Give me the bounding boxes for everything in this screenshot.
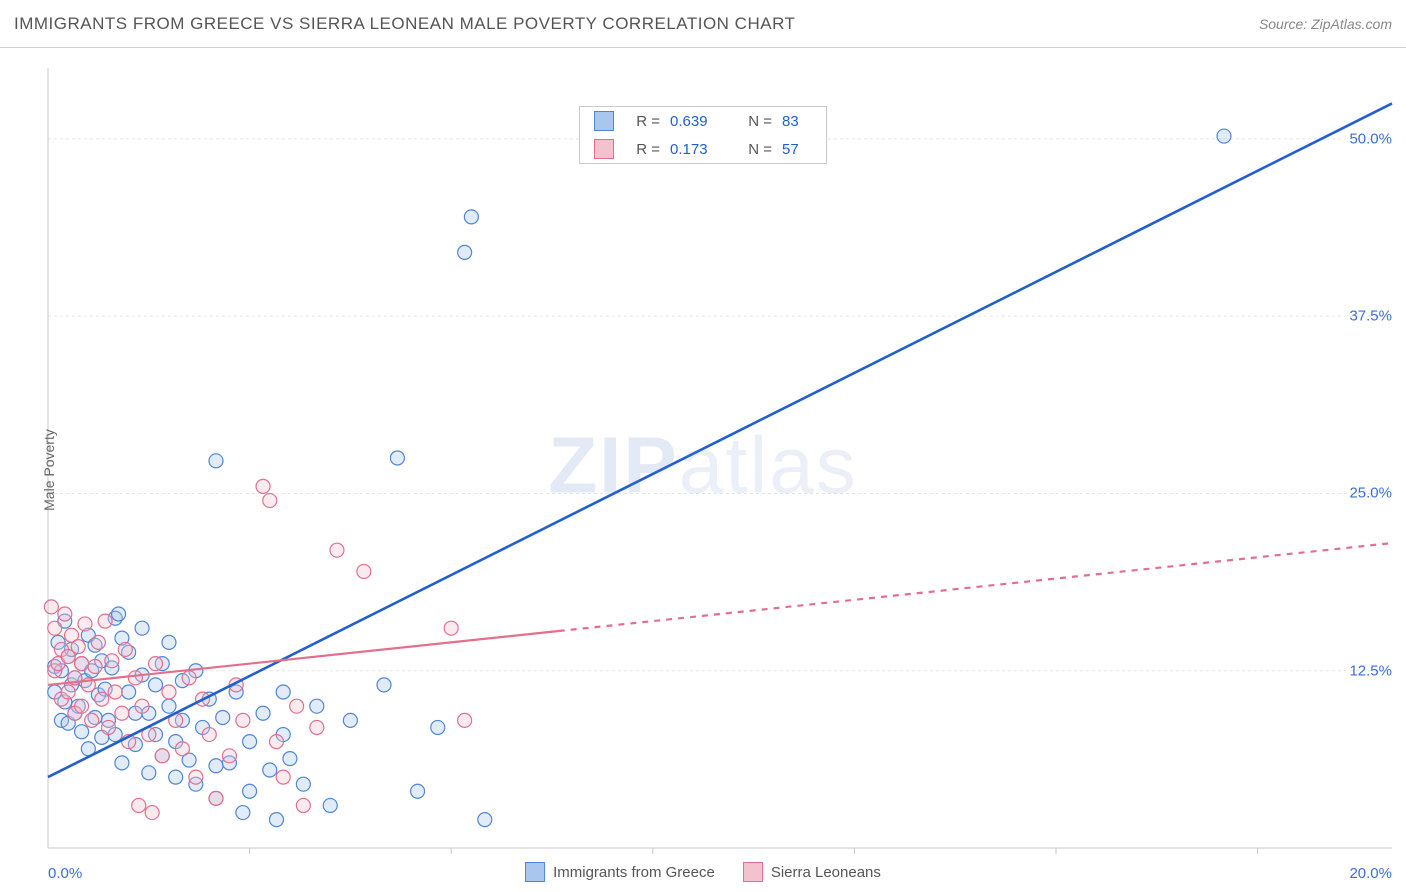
- r-label: R =: [624, 141, 660, 158]
- y-axis-label: Male Poverty: [41, 429, 57, 511]
- legend-item-sierra: Sierra Leoneans: [743, 862, 881, 882]
- chart-title: IMMIGRANTS FROM GREECE VS SIERRA LEONEAN…: [14, 14, 795, 34]
- n-value-sierra: 57: [782, 141, 812, 158]
- correlation-legend: R = 0.639 N = 83 R = 0.173 N = 57: [579, 106, 827, 164]
- series-legend: Immigrants from Greece Sierra Leoneans: [0, 862, 1406, 882]
- swatch-greece-icon: [525, 862, 545, 882]
- y-tick-label: 50.0%: [1349, 130, 1392, 147]
- n-value-greece: 83: [782, 113, 812, 130]
- y-tick-label: 25.0%: [1349, 485, 1392, 502]
- r-label: R =: [624, 113, 660, 130]
- legend-row-sierra: R = 0.173 N = 57: [580, 135, 826, 163]
- y-tick-label: 37.5%: [1349, 308, 1392, 325]
- chart-area: Male Poverty ZIPatlas R = 0.639 N = 83 R…: [0, 48, 1406, 892]
- swatch-sierra-icon: [743, 862, 763, 882]
- legend-row-greece: R = 0.639 N = 83: [580, 107, 826, 135]
- legend-label-greece: Immigrants from Greece: [553, 864, 715, 881]
- legend-item-greece: Immigrants from Greece: [525, 862, 715, 882]
- y-tick-label: 12.5%: [1349, 662, 1392, 679]
- r-value-sierra: 0.173: [670, 141, 726, 158]
- source-label: Source: ZipAtlas.com: [1259, 16, 1392, 32]
- chart-header: IMMIGRANTS FROM GREECE VS SIERRA LEONEAN…: [0, 0, 1406, 48]
- scatter-plot: [0, 48, 1406, 892]
- n-label: N =: [736, 113, 772, 130]
- swatch-greece-icon: [594, 111, 614, 131]
- swatch-sierra-icon: [594, 139, 614, 159]
- legend-label-sierra: Sierra Leoneans: [771, 864, 881, 881]
- n-label: N =: [736, 141, 772, 158]
- r-value-greece: 0.639: [670, 113, 726, 130]
